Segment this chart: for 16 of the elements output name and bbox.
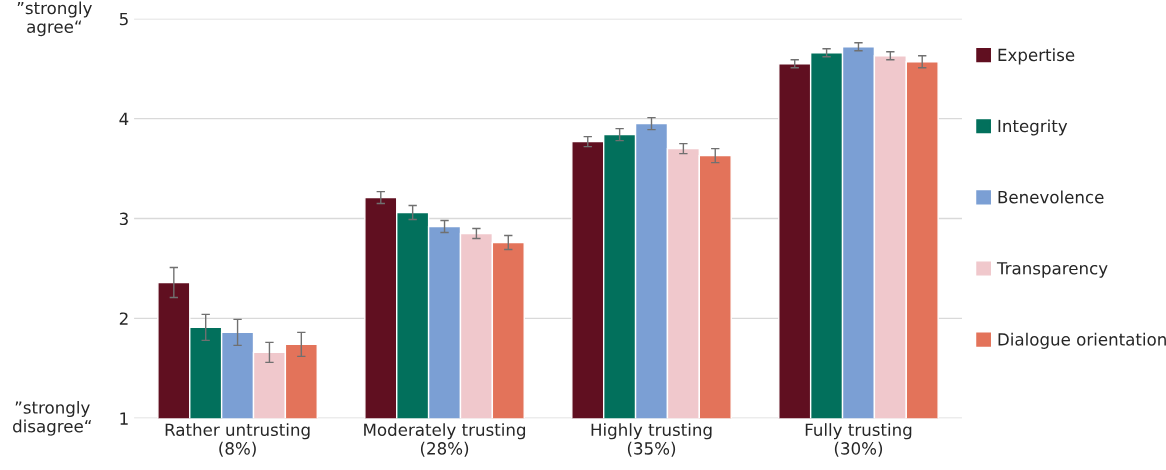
legend-label: Expertise	[998, 48, 1075, 65]
x-tick-label: Fully trusting (30%)	[805, 423, 912, 457]
y-tick-label: 4	[119, 112, 129, 126]
x-tick-label: Moderately trusting (28%)	[364, 423, 526, 457]
text: ”strongly agree“	[17, 1, 92, 37]
legend-label: Integrity	[998, 119, 1068, 136]
text: ”strongly disagree“	[13, 400, 91, 436]
y-tick-label: 3	[119, 212, 128, 226]
x-tick-label: Rather untrusting (8%)	[165, 423, 310, 457]
legend-label: Transparency	[996, 262, 1108, 278]
x-tick-label: Highly trusting (35%)	[591, 423, 712, 457]
y-tick-label: 1	[120, 412, 128, 425]
legend-label: Benevolence	[998, 190, 1104, 204]
y-tick-label: 5	[119, 12, 128, 26]
y-tick-label: 2	[119, 312, 128, 325]
legend-label: Dialogue orientation	[998, 332, 1166, 349]
